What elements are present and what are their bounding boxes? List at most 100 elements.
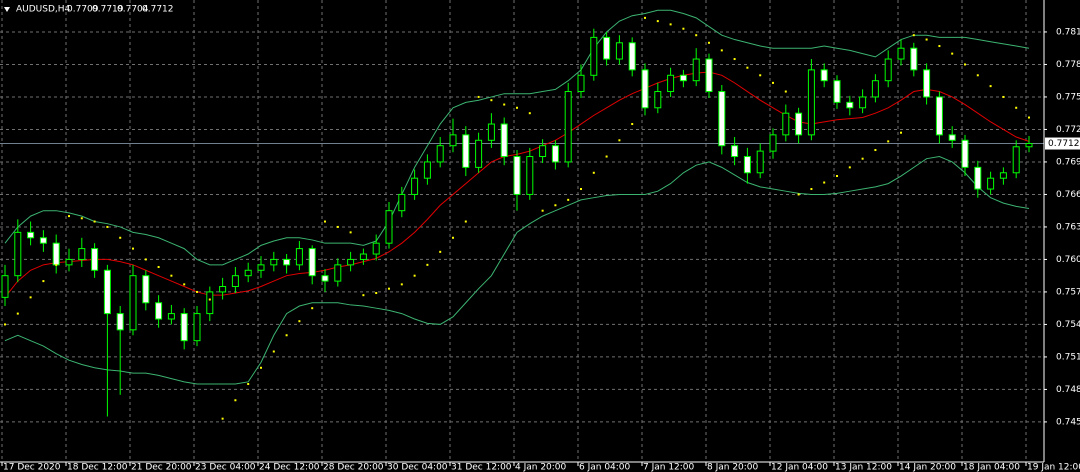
indicator-dot <box>1015 106 1018 109</box>
y-tick-label: 0.7635 <box>1056 222 1080 232</box>
indicator-line <box>4 156 1030 385</box>
indicator-dot <box>106 225 109 228</box>
candle-body <box>641 69 649 109</box>
x-tick-label: 30 Dec 04:00 <box>387 463 448 472</box>
chart-title: AUDUSD,H4 <box>16 5 71 15</box>
candle-body <box>935 96 943 136</box>
candle-body <box>27 231 35 239</box>
y-tick-label: 0.7515 <box>1056 352 1080 362</box>
candle-body <box>385 210 393 244</box>
x-tick-label: 23 Dec 04:00 <box>195 463 256 472</box>
symbol-menu-arrow[interactable] <box>4 7 10 12</box>
candle-body <box>846 101 854 109</box>
candle-body <box>1025 143 1033 148</box>
indicator-dot <box>605 155 608 158</box>
candle-body <box>423 161 431 179</box>
indicator-dot <box>1028 116 1030 119</box>
candle-body <box>551 145 559 163</box>
candle-body <box>705 58 713 93</box>
candle-body <box>1 275 9 298</box>
candle-body <box>500 123 508 158</box>
indicator-dot <box>93 220 96 223</box>
indicator-dot <box>848 166 851 169</box>
indicator-dot <box>618 139 621 142</box>
y-tick-label: 0.7755 <box>1056 92 1080 102</box>
candle-body <box>910 47 918 71</box>
candle-body <box>743 156 751 174</box>
x-tick-label: 12 Jan 04:00 <box>771 463 828 472</box>
candle-body <box>628 42 636 71</box>
indicator-dot <box>324 220 326 223</box>
indicator-dot <box>413 274 416 277</box>
candle-body <box>321 275 329 282</box>
candle-body <box>372 242 380 255</box>
x-tick-label: 28 Dec 20:00 <box>323 463 384 472</box>
x-tick-label: 18 Dec 12:00 <box>67 463 128 472</box>
candle-body <box>782 112 790 136</box>
indicator-dot <box>976 74 979 77</box>
candle-body <box>206 291 214 315</box>
candle-body <box>142 275 150 304</box>
indicator-dot <box>554 204 557 207</box>
indicator-dot <box>234 399 237 402</box>
x-tick-label: 17 Dec 2020 <box>3 463 61 472</box>
x-tick-label: 18 Jan 04:00 <box>963 463 1020 472</box>
x-tick-label: 19 Jan 12:00 <box>1027 463 1080 472</box>
indicator-dot <box>132 247 134 250</box>
candle-body <box>756 150 764 174</box>
candle-body <box>283 258 291 266</box>
candle-body <box>769 134 777 152</box>
indicator-dot <box>772 81 774 84</box>
indicator-dot <box>746 66 749 69</box>
indicator-dot <box>388 287 390 290</box>
candle-body <box>359 253 367 260</box>
candle-body <box>244 269 252 277</box>
indicator-dot <box>477 95 480 98</box>
candle-body <box>347 258 355 266</box>
indicator-dot <box>810 188 813 191</box>
indicator-dot <box>336 225 339 228</box>
indicator-dot <box>1002 95 1005 98</box>
candle-body <box>731 145 739 158</box>
candle-body <box>667 74 675 93</box>
candle-body <box>231 275 239 288</box>
indicator-dot <box>874 149 877 152</box>
candle-body <box>884 58 892 82</box>
candle-body <box>833 80 841 103</box>
indicator-dot <box>221 417 224 420</box>
x-tick-label: 14 Jan 20:00 <box>899 463 956 472</box>
indicator-dot <box>541 209 544 212</box>
candle-body <box>820 69 828 82</box>
indicator-dot <box>836 175 838 178</box>
indicator-dot <box>695 34 698 37</box>
indicator-dot <box>464 220 467 223</box>
candle-body <box>679 74 687 82</box>
candle-body <box>116 313 124 331</box>
x-tick-label: 6 Jan 04:00 <box>579 463 631 472</box>
y-tick-label: 0.7605 <box>1056 255 1080 265</box>
indicator-dot <box>375 292 378 295</box>
indicator-dot <box>861 157 864 160</box>
y-tick-label: 0.7665 <box>1056 190 1080 200</box>
current-price-label: 0.7712 <box>1048 139 1080 149</box>
candle-body <box>692 58 700 82</box>
indicator-dot <box>925 38 928 41</box>
indicator-dot <box>4 323 6 326</box>
candle-body <box>398 193 406 212</box>
indicator-dot <box>592 171 595 174</box>
candle-body <box>65 258 73 266</box>
indicator-dot <box>42 280 45 283</box>
candle-body <box>449 134 457 147</box>
y-tick-label: 0.7455 <box>1056 417 1080 427</box>
indicator-dot <box>528 112 531 115</box>
candle-body <box>180 313 188 342</box>
indicator-dot <box>580 188 582 191</box>
indicator-dot <box>29 296 32 299</box>
candle-body <box>14 231 22 277</box>
candle-body <box>897 47 905 60</box>
header-close: 0.7712 <box>142 5 174 15</box>
y-tick-label: 0.7725 <box>1056 125 1080 135</box>
indicator-dot <box>298 320 301 323</box>
candle-body <box>948 134 956 141</box>
